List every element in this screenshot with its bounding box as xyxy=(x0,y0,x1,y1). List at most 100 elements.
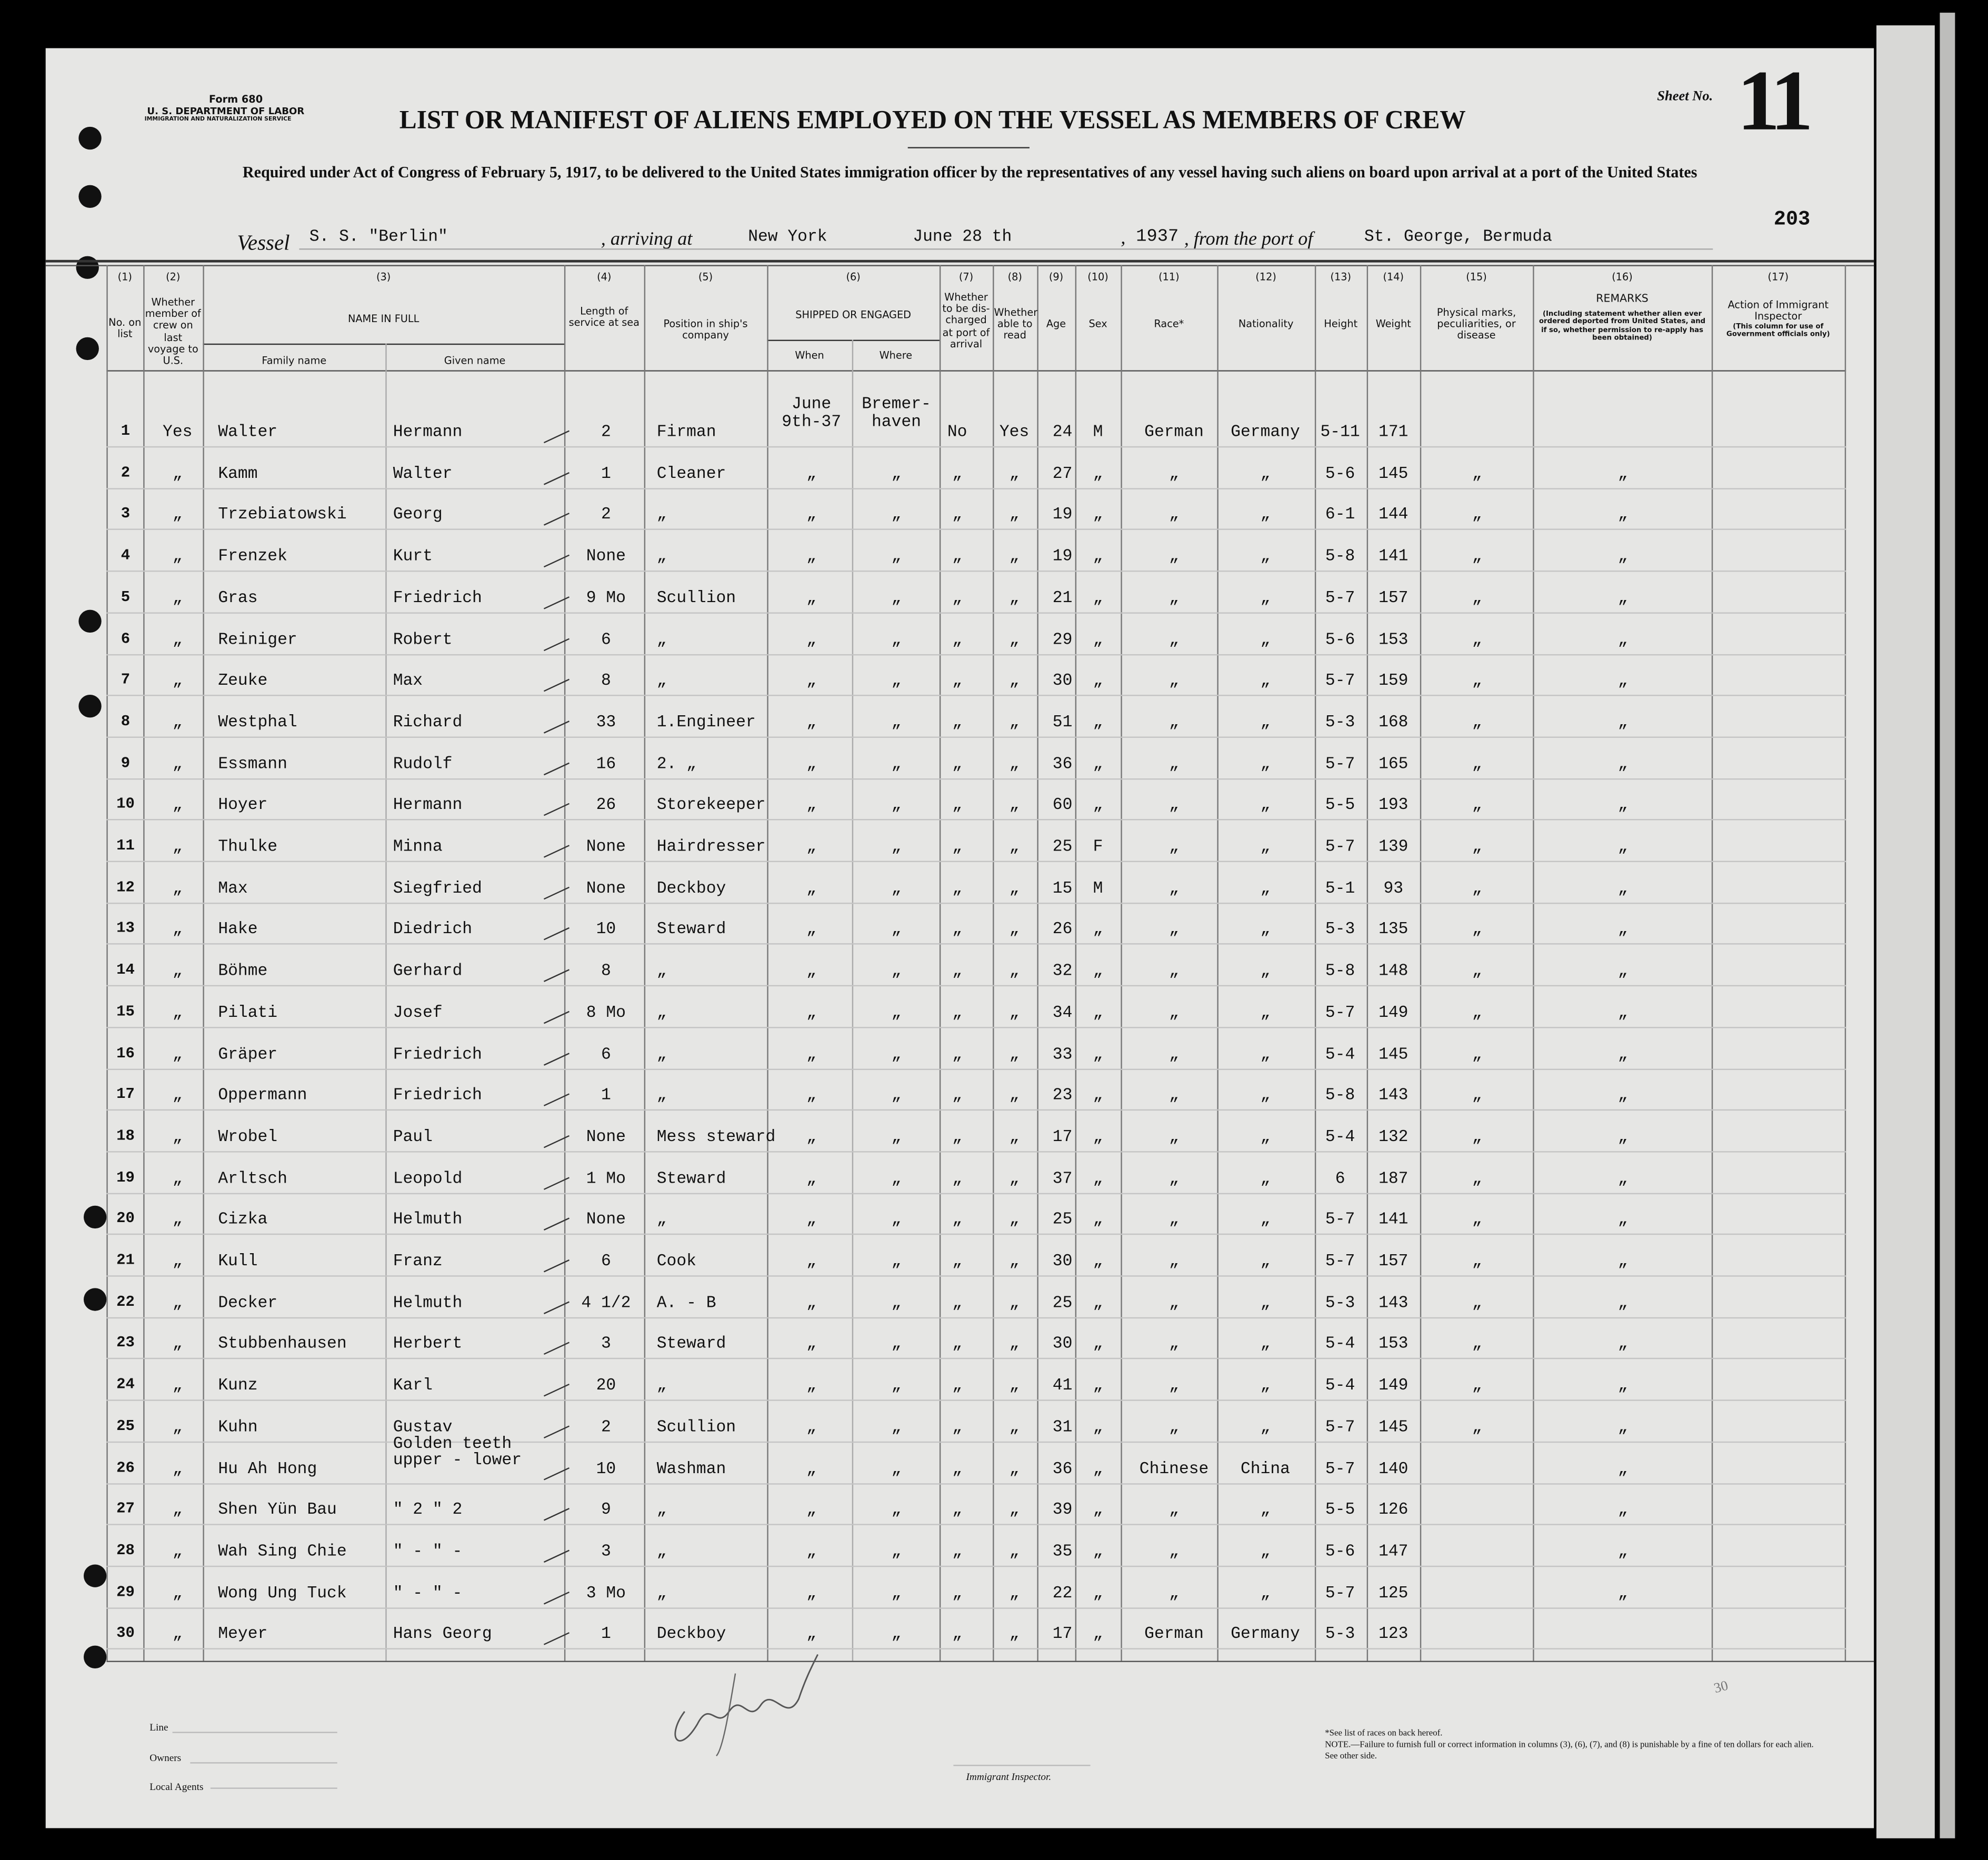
shipped-when: „ xyxy=(806,463,817,483)
age: 30 xyxy=(1052,1251,1073,1271)
shipped-where: „ xyxy=(891,878,902,897)
physical-marks: „ xyxy=(1472,629,1482,649)
shipped-when: June 9th-37 xyxy=(782,394,842,431)
shipped-when: „ xyxy=(806,754,817,773)
shipped-when: „ xyxy=(806,1541,817,1561)
discharged: „ xyxy=(952,546,963,566)
position: Hairdresser xyxy=(656,836,766,856)
row-number: 25 xyxy=(116,1417,135,1435)
position: „ xyxy=(656,1375,667,1395)
race: „ xyxy=(1169,1251,1179,1271)
sex: „ xyxy=(1093,1458,1103,1478)
service-length: 33 xyxy=(596,712,616,732)
weight: 168 xyxy=(1378,712,1408,732)
given-name: Gerhard xyxy=(393,961,463,981)
service-length: 6 xyxy=(601,1044,611,1063)
sex: „ xyxy=(1093,671,1103,690)
family-name: Cizka xyxy=(218,1209,268,1229)
able-to-read: „ xyxy=(1009,1085,1020,1105)
discharged: „ xyxy=(952,1085,963,1105)
shipped-where: „ xyxy=(891,836,902,856)
height: 5-3 xyxy=(1325,919,1355,939)
remarks: „ xyxy=(1617,712,1628,732)
service-name: IMMIGRATION AND NATURALIZATION SERVICE xyxy=(144,116,292,123)
column-subheader: Family name xyxy=(262,355,327,367)
service-length: 3 xyxy=(601,1334,611,1354)
sex: „ xyxy=(1093,546,1103,566)
physical-marks: „ xyxy=(1472,1168,1482,1188)
sex: „ xyxy=(1093,1334,1103,1354)
family-name: Kull xyxy=(218,1251,258,1271)
service-length: 8 xyxy=(601,671,611,690)
nationality: „ xyxy=(1260,546,1271,566)
column-header: NAME IN FULL xyxy=(347,313,419,325)
service-length: 4 1/2 xyxy=(581,1293,631,1312)
age: 15 xyxy=(1052,878,1073,897)
age: 25 xyxy=(1052,836,1073,856)
weight: 153 xyxy=(1378,629,1408,649)
sex: „ xyxy=(1093,795,1103,815)
shipped-when: „ xyxy=(806,836,817,856)
sex: „ xyxy=(1093,463,1103,483)
crew-last-voyage: „ xyxy=(172,878,183,897)
punch-hole xyxy=(83,1645,107,1668)
row-rule xyxy=(106,819,1846,821)
shipped-where: „ xyxy=(891,546,902,566)
height: 5-7 xyxy=(1325,754,1355,773)
service-length: 10 xyxy=(596,919,616,939)
service-length: 6 xyxy=(601,1251,611,1271)
physical-marks: „ xyxy=(1472,1293,1482,1312)
row-number: 11 xyxy=(116,836,135,855)
service-length: 1 xyxy=(601,1085,611,1105)
sex: „ xyxy=(1093,754,1103,773)
weight: 141 xyxy=(1378,1209,1408,1229)
given-name: Friedrich xyxy=(393,1044,482,1063)
able-to-read: „ xyxy=(1009,546,1020,566)
discharged: „ xyxy=(952,1583,963,1602)
header-bottom-rule xyxy=(106,370,1846,372)
family-name: Kuhn xyxy=(218,1417,258,1436)
shipped-where: „ xyxy=(891,919,902,939)
race: „ xyxy=(1169,836,1179,856)
discharged: „ xyxy=(952,1417,963,1436)
age: 17 xyxy=(1052,1624,1073,1644)
family-name: Hake xyxy=(218,919,258,939)
shipped-where: „ xyxy=(891,1293,902,1312)
sex: „ xyxy=(1093,1583,1103,1602)
position: „ xyxy=(656,1583,667,1602)
sex: „ xyxy=(1093,1251,1103,1271)
family-name: Decker xyxy=(218,1293,278,1312)
service-length: 2 xyxy=(601,1417,611,1436)
given-name: Golden teeth upper - lower xyxy=(393,1433,522,1470)
given-name: Georg xyxy=(393,505,443,524)
height: 5-4 xyxy=(1325,1127,1355,1146)
row-number: 17 xyxy=(116,1085,135,1104)
weight: 141 xyxy=(1378,546,1408,566)
crew-last-voyage: „ xyxy=(172,795,183,815)
position: „ xyxy=(656,546,667,566)
able-to-read: „ xyxy=(1009,1458,1020,1478)
nationality: „ xyxy=(1260,1375,1271,1395)
discharged: „ xyxy=(952,1624,963,1644)
weight: 123 xyxy=(1378,1624,1408,1644)
column-number: (10) xyxy=(1087,271,1108,283)
weight: 143 xyxy=(1378,1085,1408,1105)
able-to-read: „ xyxy=(1009,919,1020,939)
remarks: „ xyxy=(1617,505,1628,524)
row-rule xyxy=(106,529,1846,531)
height: 5-7 xyxy=(1325,1458,1355,1478)
race: „ xyxy=(1169,1044,1179,1063)
line-label: Line xyxy=(149,1722,168,1733)
discharged: „ xyxy=(952,1127,963,1146)
discharged: „ xyxy=(952,629,963,649)
row-number: 29 xyxy=(116,1583,135,1601)
shipped-where: „ xyxy=(891,1251,902,1271)
height: 5-8 xyxy=(1325,546,1355,566)
nationality: „ xyxy=(1260,919,1271,939)
page-edge xyxy=(1940,13,1955,1838)
row-rule xyxy=(106,1068,1846,1069)
shipped-when: „ xyxy=(806,1458,817,1478)
physical-marks: „ xyxy=(1472,1417,1482,1436)
age: 24 xyxy=(1052,422,1073,442)
discharged: „ xyxy=(952,919,963,939)
